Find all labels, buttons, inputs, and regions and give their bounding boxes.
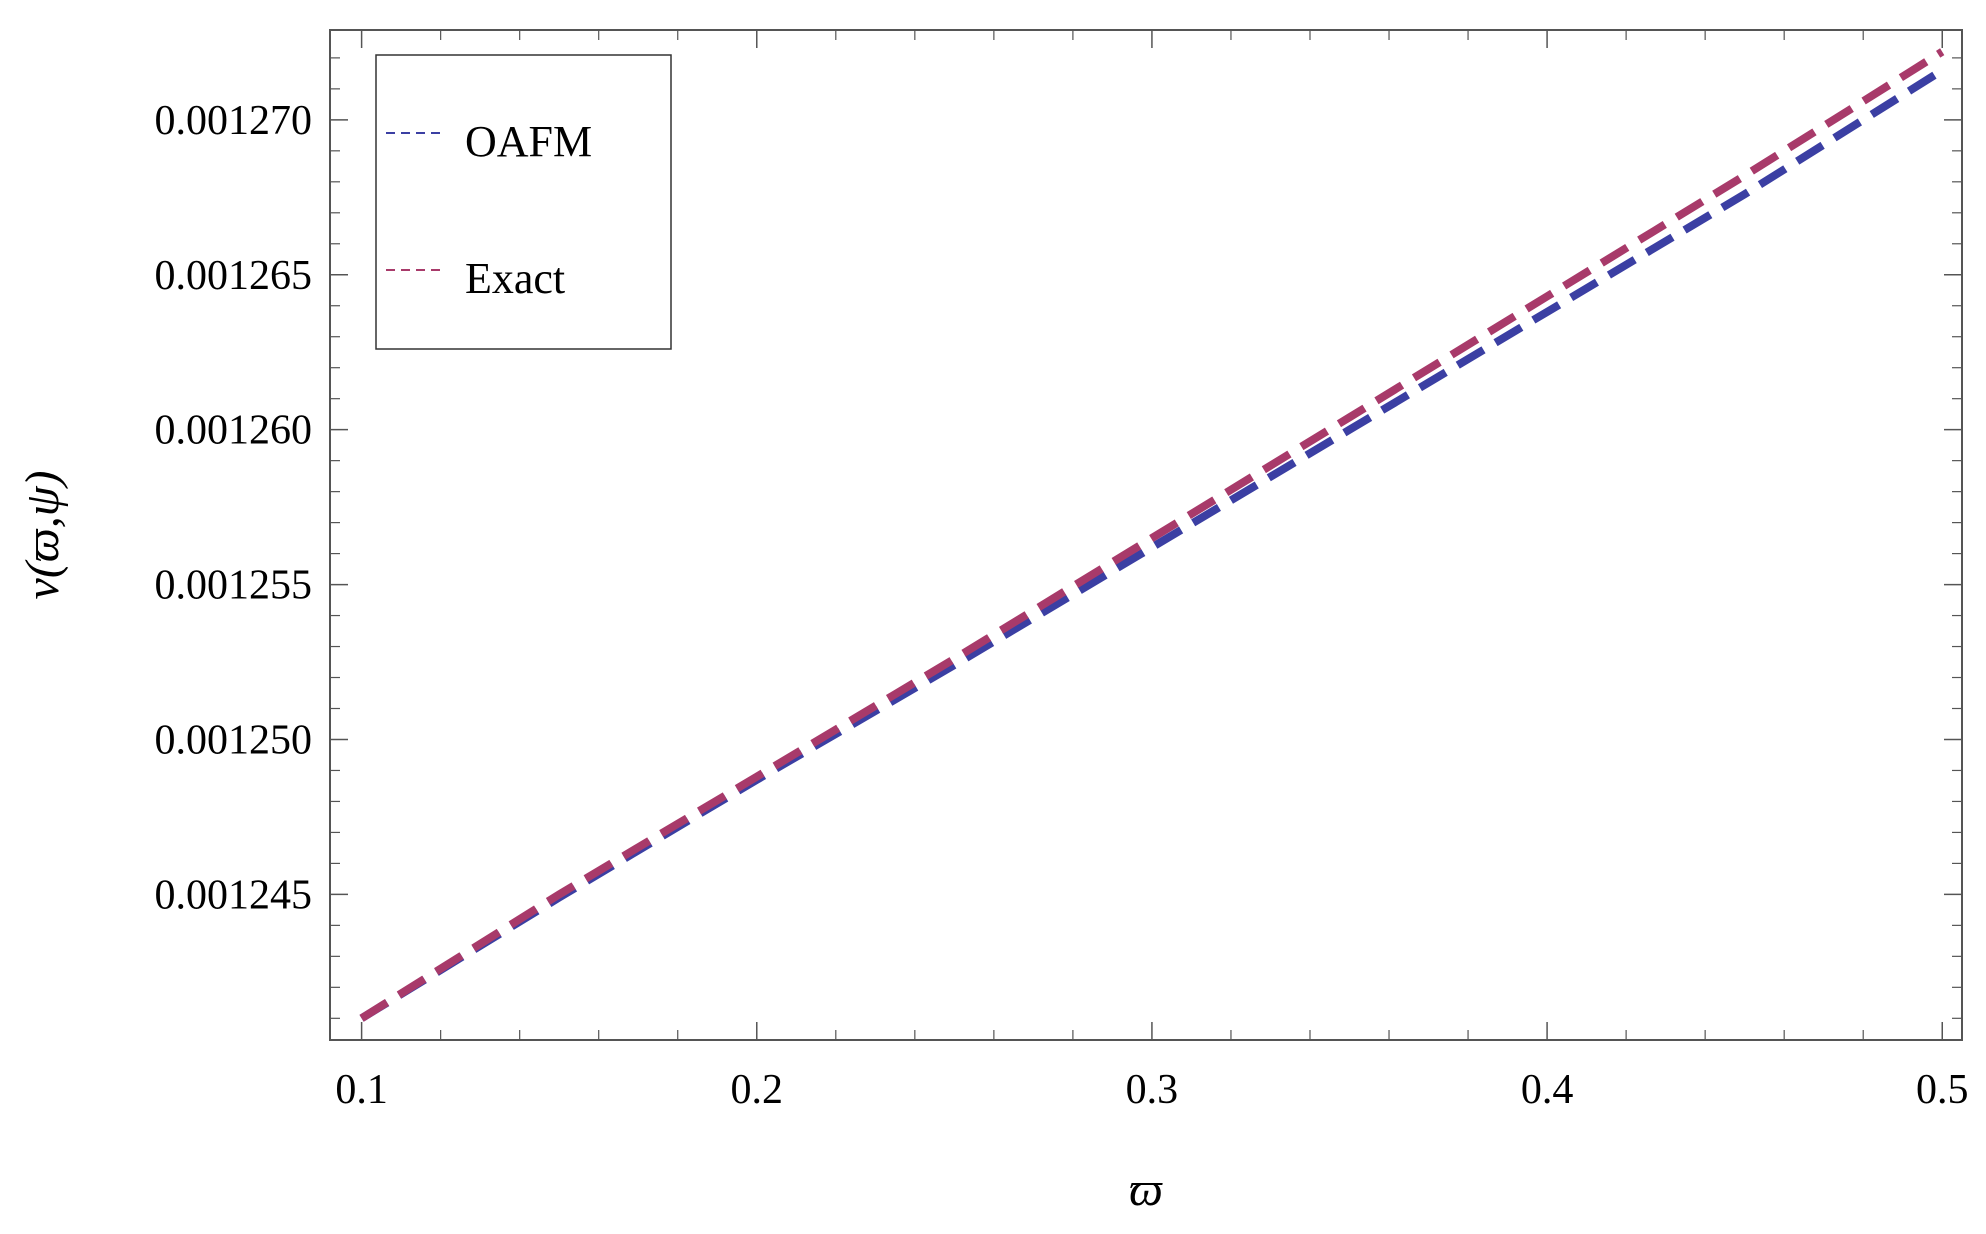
legend-label-exact: Exact (465, 254, 565, 303)
legend-label-oafm: OAFM (465, 117, 592, 166)
y-tick-label: 0.001250 (155, 717, 313, 763)
tick-labels: 0.1 0.2 0.3 0.4 0.5 0.001245 0.001250 0.001255 0… (155, 98, 1969, 1113)
x-axis-title: ϖ (1129, 1163, 1163, 1216)
x-tick-label: 0.2 (731, 1067, 784, 1113)
y-axis-title: ν(ϖ,ψ) (16, 471, 69, 600)
plot-frame (329, 29, 1963, 1041)
y-tick-label: 0.001265 (155, 253, 313, 299)
y-tick-label: 0.001245 (155, 872, 313, 918)
legend: OAFM Exact (375, 54, 672, 350)
legend-box (375, 54, 672, 350)
x-tick-label: 0.3 (1126, 1067, 1179, 1113)
x-tick-label: 0.4 (1521, 1067, 1574, 1113)
x-tick-label: 0.5 (1916, 1067, 1969, 1113)
x-tick-label: 0.1 (335, 1067, 388, 1113)
y-tick-label: 0.001270 (155, 98, 313, 144)
series-lines (359, 48, 1945, 1022)
series-line-exact (359, 48, 1945, 1022)
ticks (330, 30, 1962, 1040)
y-tick-label: 0.001255 (155, 563, 313, 609)
y-tick-label: 0.001260 (155, 408, 313, 454)
